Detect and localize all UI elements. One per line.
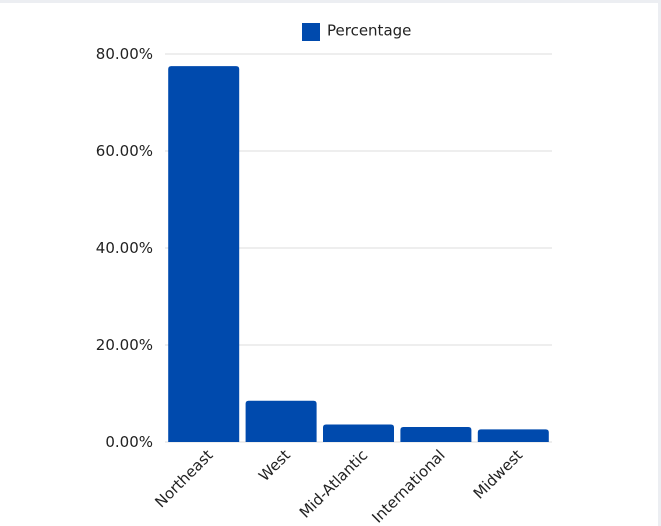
x-tick-label: West bbox=[255, 446, 294, 485]
bar-mid-atlantic bbox=[323, 424, 394, 442]
window-right-border bbox=[658, 0, 661, 526]
y-axis-ticks: 0.00% 20.00% 40.00% 60.00% 80.00% bbox=[96, 45, 153, 451]
x-tick-label: International bbox=[368, 446, 448, 526]
y-tick-label: 80.00% bbox=[96, 45, 153, 63]
legend: Percentage bbox=[302, 22, 411, 41]
window-top-border bbox=[0, 0, 661, 3]
bar-international bbox=[400, 426, 472, 442]
y-tick-label: 40.00% bbox=[96, 239, 153, 257]
x-tick-label: Northeast bbox=[151, 446, 216, 511]
bar-west bbox=[245, 400, 317, 442]
bar-midwest bbox=[477, 429, 549, 442]
y-tick-label: 20.00% bbox=[96, 336, 153, 354]
x-tick-label: Mid-Atlantic bbox=[296, 446, 371, 521]
y-tick-label: 0.00% bbox=[105, 433, 153, 451]
legend-swatch bbox=[302, 23, 320, 41]
bars bbox=[168, 66, 549, 442]
legend-label-percentage: Percentage bbox=[327, 22, 411, 40]
y-tick-label: 60.00% bbox=[96, 142, 153, 160]
bar-northeast bbox=[168, 66, 240, 442]
x-tick-label: Midwest bbox=[470, 446, 527, 503]
